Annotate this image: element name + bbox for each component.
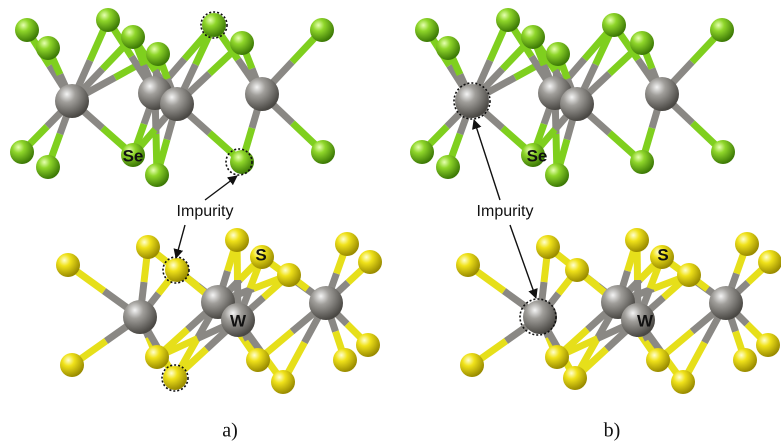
atom	[56, 253, 80, 277]
arrow	[176, 225, 185, 258]
atom	[545, 163, 569, 187]
atom	[121, 25, 145, 49]
atom	[756, 333, 780, 357]
atom	[671, 370, 695, 394]
atom	[36, 155, 60, 179]
atom	[630, 31, 654, 55]
impurity-label: Impurity	[177, 203, 234, 220]
atom	[123, 300, 157, 334]
atom	[735, 232, 759, 256]
impurity-label: Impurity	[477, 203, 534, 220]
atom	[335, 232, 359, 256]
atom	[560, 87, 594, 121]
arrow	[205, 176, 237, 200]
atom	[410, 140, 434, 164]
atom	[10, 140, 34, 164]
atom	[536, 235, 560, 259]
atom	[711, 140, 735, 164]
atom	[160, 87, 194, 121]
atom	[646, 348, 670, 372]
atom	[630, 150, 654, 174]
atom-label: W	[637, 311, 654, 330]
atom	[436, 155, 460, 179]
atom	[356, 333, 380, 357]
atom	[145, 345, 169, 369]
atom	[415, 18, 439, 42]
atom-label: S	[657, 245, 668, 264]
atom	[245, 77, 279, 111]
panel-label: a)	[222, 420, 238, 442]
atom	[310, 18, 334, 42]
atom-label: W	[230, 311, 247, 330]
atom	[602, 13, 626, 37]
atom	[358, 250, 382, 274]
atom	[521, 25, 545, 49]
panel-label: b)	[604, 420, 621, 442]
atom-label: Se	[527, 146, 548, 165]
atom	[455, 84, 489, 118]
atom	[546, 42, 570, 66]
atom	[96, 8, 120, 32]
atom	[225, 228, 249, 252]
atom	[311, 140, 335, 164]
figure: Se S W Impurity a) Se S W Impurity b)	[0, 0, 781, 446]
atom	[460, 353, 484, 377]
atom	[563, 366, 587, 390]
atom	[271, 370, 295, 394]
atom	[246, 348, 270, 372]
atom	[60, 353, 84, 377]
atom	[645, 77, 679, 111]
atom	[625, 228, 649, 252]
atom	[709, 286, 743, 320]
atom	[333, 348, 357, 372]
atom	[146, 42, 170, 66]
atom	[677, 263, 701, 287]
arrow	[474, 120, 500, 200]
atom	[55, 84, 89, 118]
atom	[733, 348, 757, 372]
atom	[277, 263, 301, 287]
atom	[758, 250, 781, 274]
atom	[309, 286, 343, 320]
atom	[145, 163, 169, 187]
atom	[15, 18, 39, 42]
atom	[436, 36, 460, 60]
atom	[163, 366, 187, 390]
atom-label: Se	[123, 146, 144, 165]
atom	[136, 235, 160, 259]
atom	[230, 31, 254, 55]
atom	[230, 150, 254, 174]
atom	[456, 253, 480, 277]
atom	[565, 258, 589, 282]
atom	[202, 13, 226, 37]
structures	[10, 8, 781, 394]
atom-label: S	[255, 245, 266, 264]
atom	[36, 36, 60, 60]
atom	[545, 345, 569, 369]
atom	[710, 18, 734, 42]
arrow	[510, 225, 536, 298]
atom	[496, 8, 520, 32]
